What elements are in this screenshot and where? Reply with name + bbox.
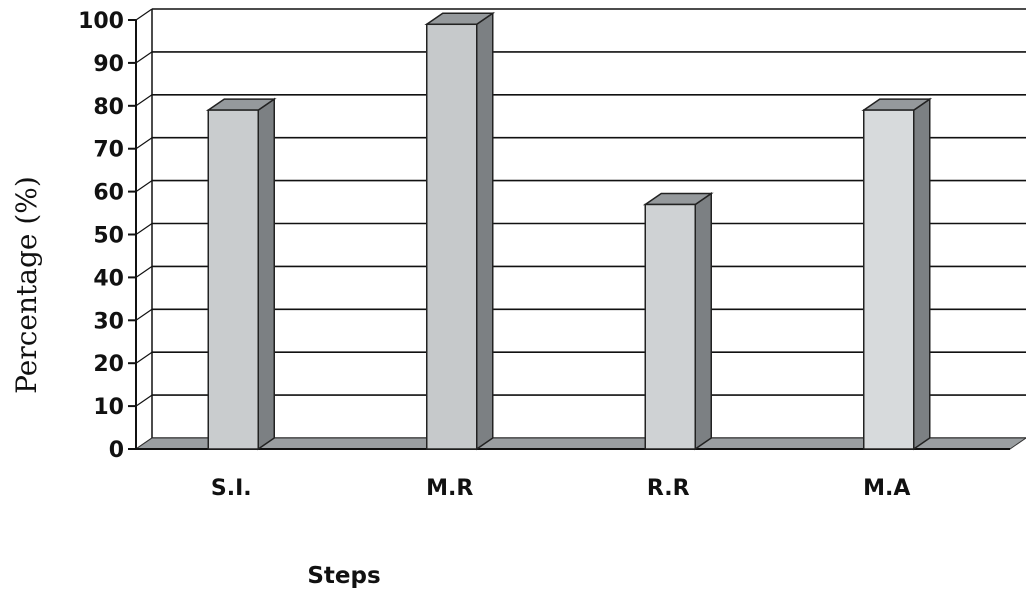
bar-front: [863, 109, 915, 450]
grid-diagonal: [135, 137, 153, 150]
y-tick-label: 20: [93, 352, 124, 377]
bar: [642, 192, 714, 451]
grid-diagonal: [135, 223, 153, 235]
y-tick-label: 10: [93, 395, 124, 420]
grid-diagonal: [135, 8, 153, 21]
bar: [424, 11, 496, 451]
y-axis-ticks: 0 10 20 30 40 50 60 70 80 90 100: [78, 9, 136, 463]
y-axis-label: Percentage (%): [10, 176, 43, 394]
bar-side: [694, 192, 712, 451]
bar-front: [207, 109, 259, 450]
x-category-label: R.R: [647, 476, 690, 501]
x-category-label: S.I.: [211, 476, 252, 501]
x-axis-categories: S.I. M.R R.R M.A: [211, 476, 911, 501]
y-tick-label: 70: [93, 138, 124, 163]
bar-side: [476, 11, 494, 451]
bar: [861, 97, 933, 451]
bar-side: [257, 97, 275, 451]
bar-front: [426, 23, 478, 450]
grid-diagonal: [135, 265, 153, 278]
grid-diagonal: [135, 394, 153, 407]
x-axis-label: Steps: [307, 563, 380, 589]
grid-diagonal: [135, 180, 153, 193]
bars: [205, 11, 933, 451]
y-tick-label: 90: [93, 52, 124, 77]
y-tick-label: 40: [93, 266, 124, 291]
grid-diagonal: [135, 308, 153, 321]
grid-diagonal: [135, 51, 153, 64]
grid-diagonal: [135, 94, 153, 107]
bar: [205, 97, 277, 451]
bar-front: [644, 203, 696, 450]
y-tick-label: 100: [78, 9, 124, 34]
y-tick-label: 0: [109, 438, 124, 463]
y-tick-label: 30: [93, 309, 124, 334]
grid-diagonal: [135, 351, 153, 364]
y-tick-label: 50: [93, 224, 124, 249]
y-tick-label: 60: [93, 181, 124, 206]
x-category-label: M.A: [863, 476, 910, 501]
bar-side: [913, 97, 931, 451]
y-tick-label: 80: [93, 95, 124, 120]
x-category-label: M.R: [426, 476, 473, 501]
